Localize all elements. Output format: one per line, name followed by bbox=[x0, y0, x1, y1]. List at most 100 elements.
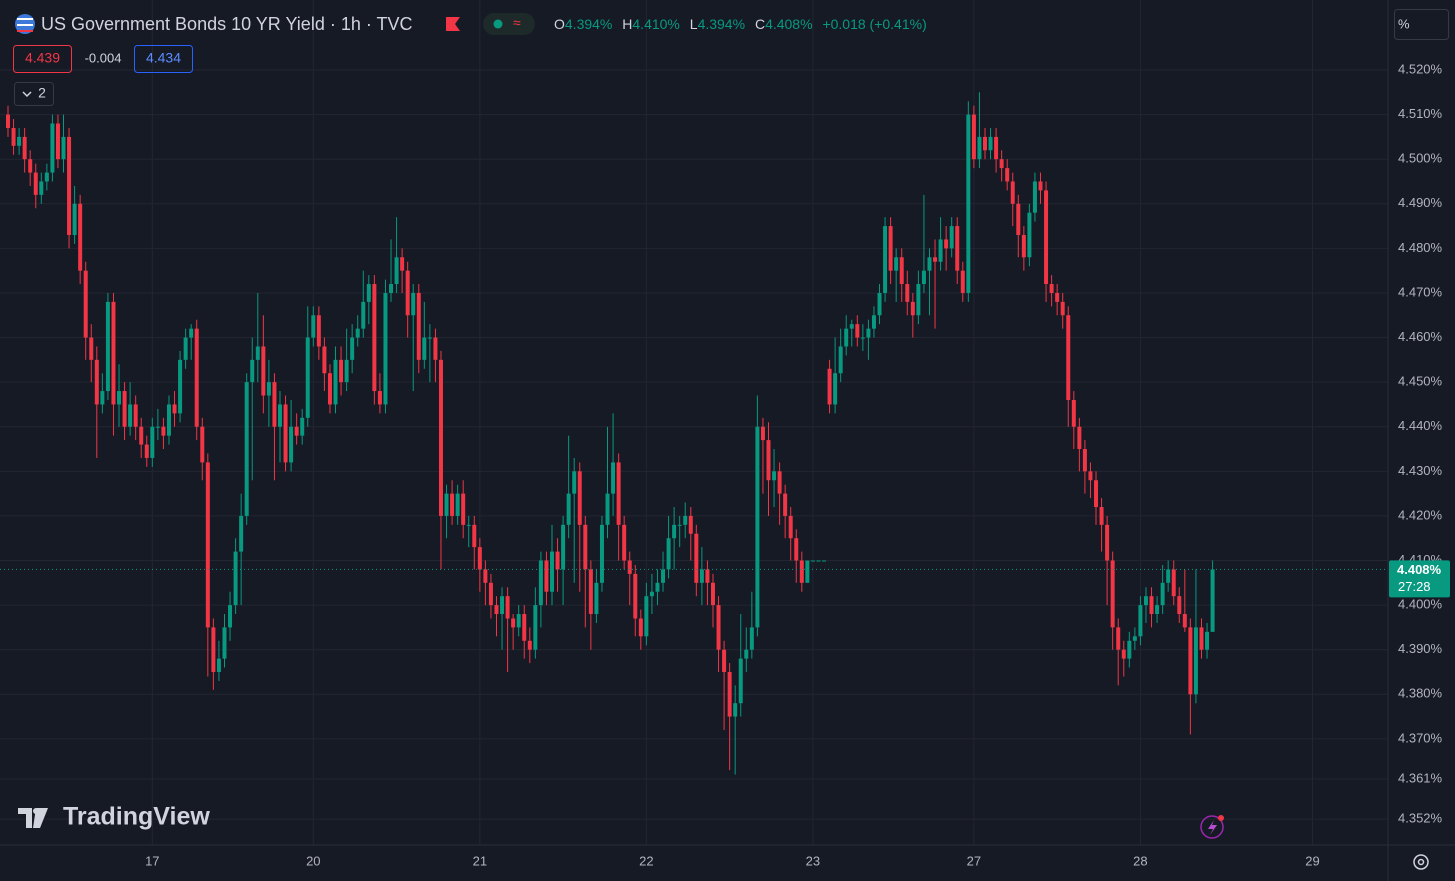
candle-body bbox=[849, 324, 854, 329]
candle-body bbox=[1071, 399, 1076, 427]
candle-body bbox=[333, 359, 338, 405]
candle-body bbox=[655, 582, 660, 592]
x-tick-label: 20 bbox=[306, 853, 320, 868]
bid-box[interactable] bbox=[13, 45, 72, 73]
candle-body bbox=[999, 159, 1004, 169]
candle-body bbox=[1210, 569, 1215, 632]
candle-body bbox=[94, 359, 99, 405]
candle-body bbox=[1094, 480, 1099, 507]
candle-body bbox=[988, 136, 993, 151]
candle-body bbox=[522, 614, 527, 641]
candle-body bbox=[322, 346, 327, 374]
candle-body bbox=[483, 569, 488, 583]
x-tick-label: 21 bbox=[473, 853, 487, 868]
candle-body bbox=[616, 462, 621, 525]
candle-body bbox=[1005, 168, 1010, 182]
indicator-count: 2 bbox=[38, 85, 46, 101]
candle-body bbox=[860, 337, 865, 339]
x-tick-label: 23 bbox=[806, 853, 820, 868]
candle-body bbox=[738, 658, 743, 704]
y-tick-label: 4.520% bbox=[1398, 61, 1443, 76]
market-closed-icon[interactable] bbox=[446, 17, 460, 31]
candle-body bbox=[855, 324, 860, 338]
flag-stripe bbox=[17, 18, 33, 20]
candle-body bbox=[1199, 627, 1204, 650]
candle-body bbox=[533, 605, 538, 650]
legend-value: 4.394% bbox=[565, 16, 612, 32]
candle-body bbox=[383, 292, 388, 405]
candle-body bbox=[305, 337, 310, 418]
candle-body bbox=[78, 203, 83, 271]
candle-body bbox=[339, 359, 344, 383]
bid: 4.439 bbox=[25, 50, 60, 66]
candle-body bbox=[1188, 627, 1193, 695]
candle-body bbox=[788, 515, 793, 539]
y-tick-label: 4.440% bbox=[1398, 418, 1443, 433]
candle-body bbox=[888, 226, 893, 271]
candle-body bbox=[194, 328, 199, 427]
y-tick-label: 4.430% bbox=[1398, 463, 1443, 478]
y-tick-label: 4.370% bbox=[1398, 730, 1443, 745]
candle-body bbox=[694, 533, 699, 583]
candle-body bbox=[44, 172, 49, 182]
x-tick-label: 27 bbox=[967, 853, 981, 868]
settings-icon[interactable] bbox=[1413, 854, 1429, 870]
status-chip bbox=[483, 13, 535, 35]
y-tick-label: 4.460% bbox=[1398, 329, 1443, 344]
candle-body bbox=[550, 551, 555, 592]
candle-body bbox=[294, 426, 299, 436]
candle-body bbox=[905, 284, 910, 302]
alert-icon[interactable] bbox=[1200, 815, 1224, 839]
candle-body bbox=[921, 270, 926, 285]
candle-body bbox=[838, 346, 843, 374]
candle-body bbox=[277, 404, 282, 427]
y-tick-label: 4.420% bbox=[1398, 507, 1443, 522]
candle-body bbox=[72, 203, 77, 235]
candle-body bbox=[938, 239, 943, 262]
candle-body bbox=[755, 426, 760, 628]
candle-body bbox=[350, 337, 355, 360]
candle-body bbox=[1060, 301, 1065, 316]
flag-stripe bbox=[17, 24, 33, 26]
candle-body bbox=[1049, 284, 1054, 293]
candle-body bbox=[133, 404, 138, 427]
candle-body bbox=[166, 404, 171, 436]
candle-body bbox=[672, 524, 677, 539]
candle-body bbox=[733, 703, 738, 717]
candle-body bbox=[216, 658, 221, 672]
candle-body bbox=[83, 270, 88, 338]
candle-body bbox=[1116, 627, 1121, 650]
candle-body bbox=[1010, 181, 1015, 204]
candle-body bbox=[677, 524, 682, 526]
candle-body bbox=[477, 547, 482, 570]
flag-stripe bbox=[17, 30, 33, 32]
candle-body bbox=[117, 391, 122, 405]
candle-body bbox=[605, 493, 610, 525]
candle-body bbox=[594, 582, 599, 615]
candle-body bbox=[494, 605, 499, 615]
candle-body bbox=[977, 136, 982, 160]
candle-body bbox=[394, 257, 399, 285]
candle-body bbox=[649, 591, 654, 597]
candle-body bbox=[1177, 596, 1182, 615]
scale-mode-button[interactable] bbox=[1394, 9, 1449, 40]
indicators-toggle[interactable] bbox=[14, 82, 54, 106]
candle-body bbox=[716, 605, 721, 650]
candle-body bbox=[255, 346, 260, 360]
candle-body bbox=[749, 627, 754, 650]
candle-body bbox=[150, 426, 155, 458]
candle-body bbox=[794, 538, 799, 561]
candle-body bbox=[472, 524, 477, 548]
ask-box[interactable] bbox=[134, 45, 193, 73]
candle-body bbox=[300, 417, 305, 436]
status-wave: ≈ bbox=[513, 15, 521, 31]
candle-body bbox=[1055, 292, 1060, 302]
candle-body bbox=[450, 493, 455, 516]
x-tick-label: 17 bbox=[145, 853, 159, 868]
candle-body bbox=[583, 524, 588, 570]
candle-body bbox=[89, 337, 94, 360]
candle-body bbox=[11, 127, 16, 146]
candle-body bbox=[933, 257, 938, 262]
x-tick-label: 28 bbox=[1133, 853, 1147, 868]
